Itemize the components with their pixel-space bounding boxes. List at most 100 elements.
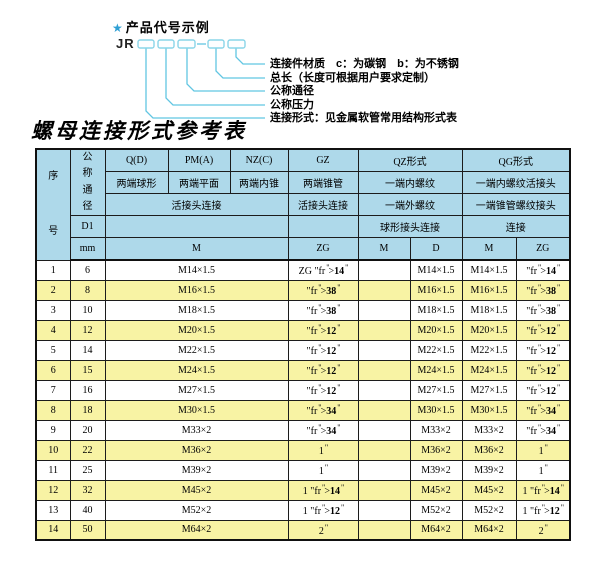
table-cell: M24×1.5: [409, 359, 463, 381]
table-cell: M36×2: [104, 439, 289, 461]
code-box: [137, 39, 155, 49]
table-cell: "fr">12": [515, 379, 571, 401]
table-cell: M18×1.5: [461, 299, 517, 321]
table-cell: [357, 399, 411, 421]
table-cell: 11: [35, 459, 71, 481]
col-header-dn: 公称通径: [69, 148, 106, 216]
table-row: 6 15 M24×1.5 "fr">12" M24×1.5 M24×1.5 "fr">12": [35, 359, 571, 381]
diagram-label-connection: 连接形式：见金属软管常用结构形式表: [270, 112, 457, 124]
table-cell: "fr">12": [515, 359, 571, 381]
table-cell: M14×1.5: [409, 259, 463, 281]
table-cell: "fr">12": [515, 319, 571, 341]
table-cell: M36×2: [461, 439, 517, 461]
table-cell: 1 "fr">12": [287, 499, 359, 521]
table-cell: M14×1.5: [461, 259, 517, 281]
table-cell: 12: [35, 479, 71, 501]
table-row: 8 18 M30×1.5 "fr">34" M30×1.5 M30×1.5 "fr">34": [35, 399, 571, 421]
table-cell: M33×2: [461, 419, 517, 441]
table-cell: [357, 279, 411, 301]
table-cell: [357, 359, 411, 381]
table-cell: "fr">34": [287, 399, 359, 421]
table-cell: M20×1.5: [104, 319, 289, 341]
table-cell: M30×1.5: [461, 399, 517, 421]
table-cell: ZG "fr">14": [287, 259, 359, 281]
table-cell: M45×2: [461, 479, 517, 501]
diagram-label-length: 总长（长度可根据用户要求定制）: [270, 72, 435, 84]
table-cell: [357, 519, 411, 541]
header-cell: D1: [69, 215, 106, 238]
table-cell: M33×2: [409, 419, 463, 441]
table-cell: M27×1.5: [461, 379, 517, 401]
leader-line: [165, 48, 265, 106]
table-row: 1 6 M14×1.5 ZG "fr">14" M14×1.5 M14×1.5 "fr">1…: [35, 259, 571, 281]
header-cell: M: [357, 237, 411, 261]
header-cell: ZG: [515, 237, 571, 261]
table-row: 14 50 M64×2 2" M64×2 M64×2 2": [35, 519, 571, 541]
table-cell: M24×1.5: [104, 359, 289, 381]
table-cell: 1": [287, 459, 359, 481]
table-cell: M30×1.5: [104, 399, 289, 421]
table-cell: "fr">12": [287, 379, 359, 401]
diagram-label-material: 连接件材质 c：为碳钢 b：为不锈钢: [270, 58, 459, 70]
table-cell: 9: [35, 419, 71, 441]
table-cell: 50: [69, 519, 106, 541]
table-cell: 1 "fr">12": [515, 499, 571, 521]
table-cell: 4: [35, 319, 71, 341]
table-cell: 18: [69, 399, 106, 421]
table-cell: 25: [69, 459, 106, 481]
table-cell: 5: [35, 339, 71, 361]
table-cell: M30×1.5: [409, 399, 463, 421]
diagram-label-pressure: 公称压力: [270, 99, 314, 111]
table-cell: M27×1.5: [409, 379, 463, 401]
table-cell: M24×1.5: [461, 359, 517, 381]
leader-line: [145, 48, 265, 119]
table-cell: M52×2: [104, 499, 289, 521]
table-cell: 40: [69, 499, 106, 521]
table-cell: 1 "fr">14": [287, 479, 359, 501]
header-cell: [104, 215, 289, 238]
header-cell: 活接头连接: [104, 193, 289, 216]
table-row: 4 12 M20×1.5 "fr">12" M20×1.5 M20×1.5 "fr">12": [35, 319, 571, 341]
table-row: 7 16 M27×1.5 "fr">12" M27×1.5 M27×1.5 "fr">12": [35, 379, 571, 401]
header-cell: QZ形式: [357, 148, 463, 172]
table-title: 螺母连接形式参考表: [31, 118, 247, 143]
code-box: [157, 39, 175, 49]
table-cell: 1": [287, 439, 359, 461]
table-cell: M39×2: [461, 459, 517, 481]
table-cell: 13: [35, 499, 71, 521]
table-cell: "fr">12": [287, 359, 359, 381]
table-cell: "fr">38": [287, 279, 359, 301]
header-cell: GZ: [287, 148, 359, 172]
header-cell: ZG: [287, 237, 359, 261]
table-cell: 1: [35, 259, 71, 281]
code-diagram-lines: [137, 39, 265, 119]
header-cell: 一端内螺纹: [357, 171, 463, 194]
header-cell: 两端锥管: [287, 171, 359, 194]
leader-line: [235, 48, 265, 65]
star-icon: ★: [112, 21, 124, 35]
table-row: 11 25 M39×2 1" M39×2 M39×2 1": [35, 459, 571, 481]
table-cell: 12: [69, 319, 106, 341]
table-cell: 22: [69, 439, 106, 461]
table-cell: M45×2: [409, 479, 463, 501]
table-cell: 14: [69, 339, 106, 361]
table-cell: 6: [69, 259, 106, 281]
table-cell: M14×1.5: [104, 259, 289, 281]
nut-connection-reference-table: 序号公称通径 Q(D) PM(A) NZ(C) GZ QZ形式 QG形式 两端球形 两端平面 两端…: [35, 148, 572, 541]
table-cell: [357, 379, 411, 401]
code-box: [177, 39, 196, 49]
header-cell: PM(A): [167, 148, 231, 172]
header-cell: 两端内锥: [229, 171, 289, 194]
diagram-heading-text: 产品代号示例: [125, 20, 210, 35]
table-cell: "fr">14": [515, 259, 571, 281]
table-cell: M20×1.5: [409, 319, 463, 341]
product-code-diagram: ★ 产品代号示例 JR 连接件材质 c：为碳钢 b：为不锈钢 总长（长度可根据用户…: [0, 0, 600, 150]
table-cell: 10: [69, 299, 106, 321]
table-cell: "fr">38": [287, 299, 359, 321]
col-header-seq: 序号: [35, 148, 71, 261]
table-cell: "fr">34": [287, 419, 359, 441]
leader-line: [186, 48, 265, 92]
table-cell: M22×1.5: [409, 339, 463, 361]
table-cell: M33×2: [104, 419, 289, 441]
table-cell: "fr">12": [287, 339, 359, 361]
